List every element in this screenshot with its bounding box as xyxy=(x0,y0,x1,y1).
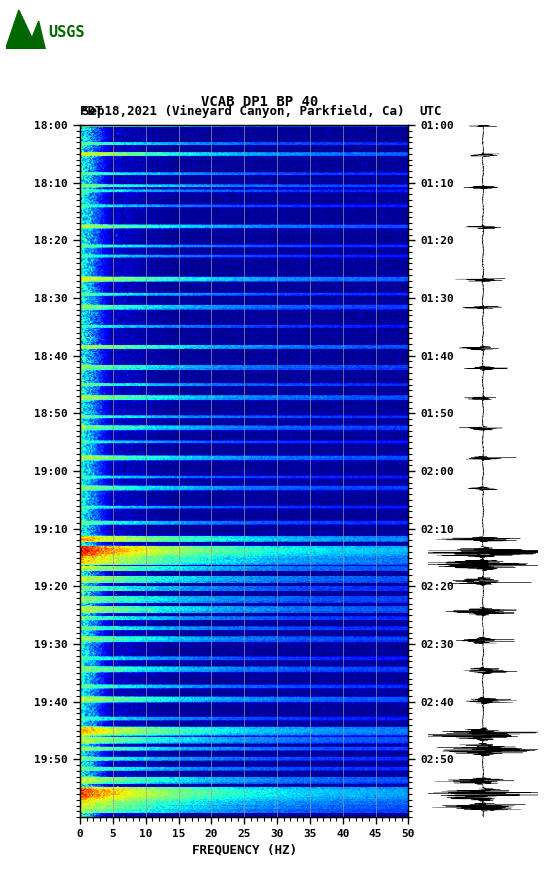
X-axis label: FREQUENCY (HZ): FREQUENCY (HZ) xyxy=(192,843,297,856)
Text: VCAB DP1 BP 40: VCAB DP1 BP 40 xyxy=(201,95,318,109)
Text: PDT: PDT xyxy=(80,104,103,118)
Text: USGS: USGS xyxy=(49,25,85,40)
Text: Sep18,2021 (Vineyard Canyon, Parkfield, Ca): Sep18,2021 (Vineyard Canyon, Parkfield, … xyxy=(82,104,404,118)
Polygon shape xyxy=(6,10,45,49)
Text: UTC: UTC xyxy=(420,104,442,118)
